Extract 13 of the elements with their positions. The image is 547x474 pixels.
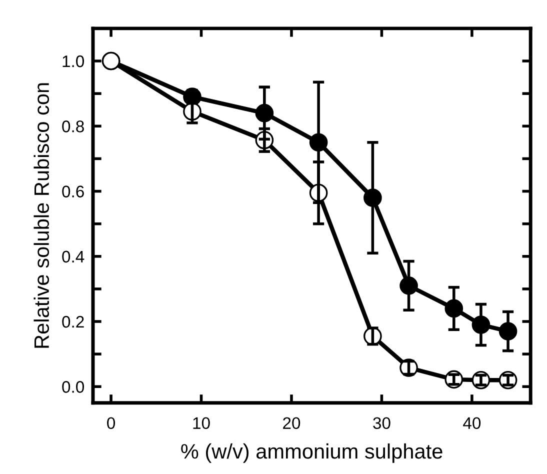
- x-tick-label: 30: [373, 417, 390, 430]
- y-tick-label: 0.8: [62, 120, 84, 132]
- y-tick-label: 0.2: [62, 316, 84, 328]
- y-tick-label: 0.4: [62, 250, 84, 263]
- x-axis-title: % (w/v) ammonium sulphate: [181, 443, 442, 463]
- x-tick-label: 0: [107, 417, 116, 430]
- y-tick-label: 1.0: [62, 55, 84, 68]
- x-tick-label: 10: [193, 417, 210, 430]
- x-tick-label: 40: [463, 417, 481, 430]
- y-tick-label: 0.6: [62, 186, 84, 198]
- y-tick-label: 0.0: [62, 381, 84, 393]
- y-axis-title: Relative soluble Rubisco con: [34, 83, 50, 348]
- x-tick-label: 20: [283, 417, 300, 430]
